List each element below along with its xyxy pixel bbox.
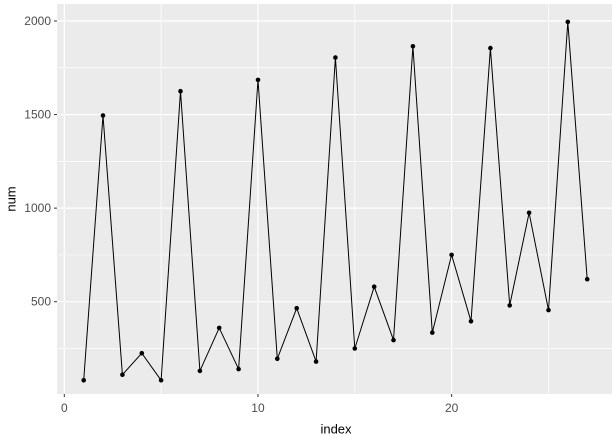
data-point (197, 368, 203, 374)
data-point (139, 350, 145, 356)
data-point (584, 276, 590, 282)
data-point (333, 55, 338, 60)
data-point (120, 372, 125, 378)
data-point (81, 378, 86, 383)
y-axis-title: num (3, 186, 19, 212)
data-point (275, 356, 280, 362)
data-point (391, 337, 396, 343)
data-point (546, 307, 551, 313)
x-tick-label: 20 (445, 401, 459, 415)
plot-panel (57, 4, 612, 394)
x-tick-label: 10 (251, 401, 265, 415)
data-point (526, 210, 532, 216)
data-point (468, 319, 474, 324)
data-point (507, 303, 512, 308)
data-point (449, 252, 454, 258)
y-tick-label: 500 (31, 295, 51, 309)
x-tick-label: 0 (61, 401, 68, 415)
data-point (236, 366, 241, 372)
data-point (294, 305, 300, 311)
y-tick-label: 1500 (24, 108, 51, 122)
data-point (430, 330, 435, 335)
data-point (565, 19, 571, 25)
data-point (488, 45, 493, 51)
data-point (371, 284, 377, 290)
y-tick-label: 2000 (24, 14, 51, 28)
data-point (410, 44, 416, 49)
data-point (313, 359, 319, 364)
data-point (352, 346, 358, 351)
data-point (158, 378, 164, 383)
data-point (216, 325, 222, 331)
data-point (255, 77, 261, 83)
data-point (178, 88, 183, 94)
x-axis-title: index (320, 421, 352, 437)
y-tick-label: 1000 (24, 201, 51, 215)
data-point (100, 113, 106, 118)
